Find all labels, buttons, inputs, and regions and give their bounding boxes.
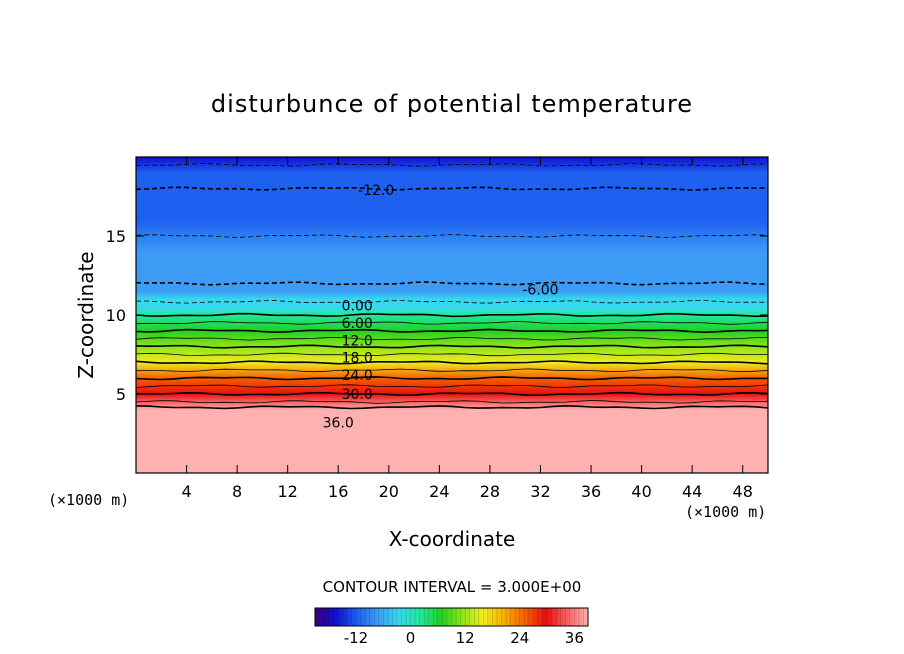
y-tick-label: 15 bbox=[106, 227, 126, 246]
x-tick-label: 44 bbox=[682, 482, 702, 501]
contour-label: 12.0 bbox=[342, 333, 373, 349]
contour-line bbox=[136, 321, 768, 325]
x-tick-label: 40 bbox=[631, 482, 651, 501]
colorbar-tick-label: 24 bbox=[510, 629, 529, 647]
x-tick-label: 24 bbox=[429, 482, 449, 501]
axis-ticks bbox=[136, 157, 768, 473]
contour-lines bbox=[136, 163, 768, 410]
colorbar-tick-label: 0 bbox=[406, 629, 416, 647]
x-tick-label: 16 bbox=[328, 482, 348, 501]
x-tick-label: 32 bbox=[530, 482, 550, 501]
x-tick-label: 48 bbox=[733, 482, 753, 501]
contour-line bbox=[136, 163, 768, 167]
x-tick-label: 12 bbox=[278, 482, 298, 501]
contour-interval-label: CONTOUR INTERVAL = 3.000E+00 bbox=[323, 578, 582, 596]
contour-label: -6.00 bbox=[522, 283, 558, 299]
x-tick-label: 20 bbox=[379, 482, 399, 501]
contour-label: 24.0 bbox=[342, 368, 373, 384]
y-tick-label: 10 bbox=[106, 306, 126, 325]
colorbar-tick-label: 36 bbox=[565, 629, 584, 647]
contour-label: 18.0 bbox=[342, 351, 373, 367]
x-axis-label: X-coordinate bbox=[389, 527, 516, 551]
contour-line bbox=[136, 391, 768, 397]
contour-line bbox=[136, 384, 768, 388]
x-tick-label: 28 bbox=[480, 482, 500, 501]
y-tick-label: 5 bbox=[116, 385, 126, 404]
colorbar-fill bbox=[315, 608, 588, 626]
contour-line bbox=[136, 376, 768, 381]
contour-line bbox=[136, 368, 768, 373]
contour-label: -12.0 bbox=[358, 183, 394, 199]
contour-line bbox=[136, 404, 768, 410]
contour-label: 36.0 bbox=[323, 415, 354, 431]
x-tick-labels: 4 8 12 16 20 24 28 32 36 40 44 48 bbox=[181, 482, 752, 501]
contour-line bbox=[136, 336, 768, 341]
colorbar: -12 0 12 24 36 bbox=[314, 607, 589, 647]
x-unit-left: (×1000 m) bbox=[48, 491, 129, 509]
contour-line bbox=[136, 344, 768, 349]
contour-line bbox=[136, 352, 768, 357]
y-tick-labels: 5 10 15 bbox=[106, 227, 126, 404]
x-tick-label: 4 bbox=[181, 482, 191, 501]
contour-line bbox=[136, 400, 768, 404]
contour-label: 6.00 bbox=[342, 316, 373, 332]
colorbar-dividers bbox=[319, 608, 584, 626]
contour-line bbox=[136, 234, 768, 238]
contour-label: 0.00 bbox=[342, 299, 373, 315]
y-axis-label: Z-coordinate bbox=[74, 251, 98, 378]
x-tick-label: 8 bbox=[232, 482, 242, 501]
colorbar-tick-label: 12 bbox=[456, 629, 475, 647]
contour-label: 30.0 bbox=[342, 387, 373, 403]
x-unit-right: (×1000 m) bbox=[685, 503, 766, 521]
contour-line bbox=[136, 300, 768, 304]
colorbar-tick-labels: -12 0 12 24 36 bbox=[344, 629, 584, 647]
chart-title: disturbunce of potential temperature bbox=[211, 90, 693, 118]
contour-line bbox=[136, 328, 768, 334]
colorbar-tick-label: -12 bbox=[344, 629, 369, 647]
colorbar-frame bbox=[314, 607, 589, 627]
contour-line bbox=[136, 360, 768, 365]
field-fill bbox=[136, 157, 768, 473]
x-tick-label: 36 bbox=[581, 482, 601, 501]
contour-line bbox=[136, 186, 768, 191]
contour-line bbox=[136, 281, 768, 286]
contour-line bbox=[136, 312, 768, 318]
